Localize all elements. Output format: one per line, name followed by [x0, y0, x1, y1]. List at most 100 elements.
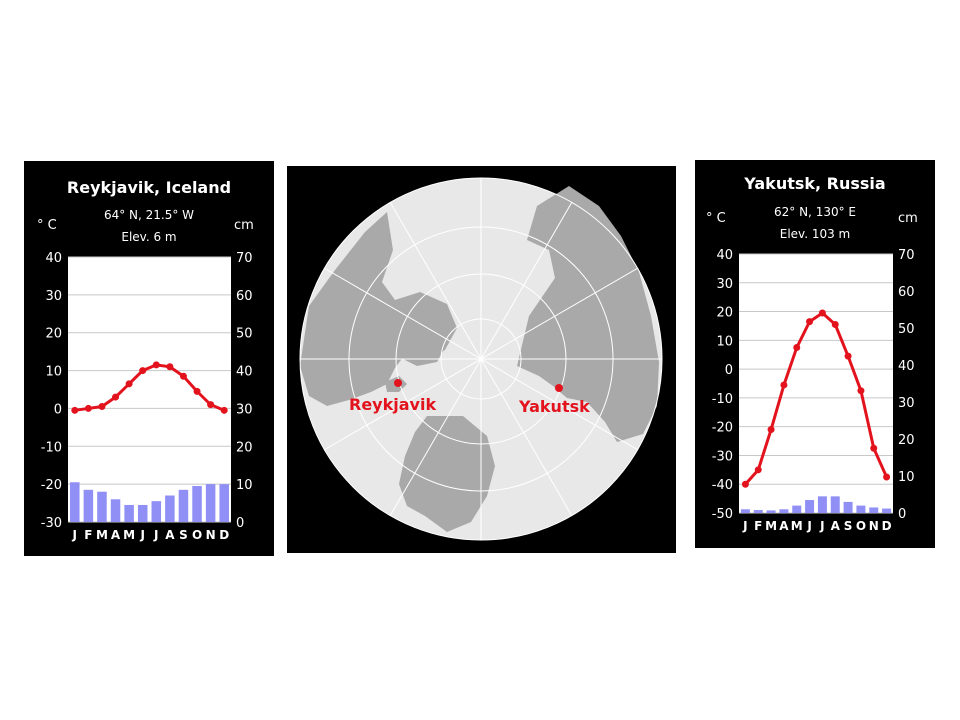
- chart-elevation: Elev. 6 m: [121, 230, 176, 244]
- reykjavik-climate-panel: Reykjavik, Iceland 64° N, 21.5° W Elev. …: [24, 161, 274, 556]
- precipitation-unit-label: cm: [234, 218, 254, 233]
- month-label: N: [869, 519, 879, 533]
- precipitation-bar: [792, 505, 802, 513]
- graticule: [299, 177, 663, 541]
- precipitation-bar: [151, 501, 162, 522]
- temperature-tick-label: -30: [41, 516, 62, 531]
- yakutsk-map-label: Yakutsk: [518, 397, 590, 416]
- month-label: S: [179, 528, 188, 542]
- temperature-point: [754, 466, 762, 474]
- temperature-point: [207, 401, 215, 409]
- month-label: M: [765, 519, 777, 533]
- temperature-point: [870, 444, 878, 452]
- precipitation-bar: [869, 507, 879, 513]
- chart-coordinates: 62° N, 130° E: [774, 205, 856, 219]
- temperature-tick-label: -20: [712, 421, 733, 436]
- temperature-point: [179, 372, 187, 380]
- precipitation-bar: [830, 496, 840, 513]
- month-label: A: [779, 519, 789, 533]
- precipitation-bar: [219, 484, 229, 522]
- temperature-point: [883, 473, 891, 481]
- plot-area: [68, 257, 231, 522]
- month-label: J: [153, 528, 158, 542]
- polar-map-panel: Reykjavik Yakutsk: [287, 166, 676, 553]
- month-label: F: [754, 519, 762, 533]
- temperature-tick-label: 20: [716, 306, 733, 321]
- precipitation-bar: [83, 489, 94, 522]
- precipitation-tick-label: 30: [898, 396, 915, 411]
- precipitation-bar: [882, 508, 892, 513]
- month-label: S: [844, 519, 853, 533]
- temperature-point: [112, 393, 120, 401]
- yakutsk-climate-panel: Yakutsk, Russia 62° N, 130° E Elev. 103 …: [695, 160, 935, 548]
- precipitation-tick-label: 70: [898, 248, 915, 263]
- temperature-tick-label: 40: [45, 251, 62, 266]
- precipitation-bar: [137, 504, 148, 522]
- plot-area: [739, 254, 893, 513]
- precipitation-bar: [97, 491, 107, 522]
- temperature-tick-label: 10: [45, 365, 62, 380]
- temperature-point: [98, 403, 106, 411]
- precipitation-bar: [205, 484, 216, 522]
- precipitation-tick-label: 20: [898, 433, 915, 448]
- polar-map: Reykjavik Yakutsk: [299, 177, 663, 541]
- month-label: M: [123, 528, 135, 542]
- yakutsk-climograph: Yakutsk, Russia 62° N, 130° E Elev. 103 …: [706, 174, 918, 533]
- precipitation-tick-label: 10: [898, 470, 915, 485]
- temperature-tick-label: 20: [45, 327, 62, 342]
- precipitation-bar: [856, 505, 866, 513]
- reykjavik-map-label: Reykjavik: [349, 395, 436, 414]
- month-label: O: [856, 519, 866, 533]
- precipitation-tick-label: 40: [236, 365, 253, 380]
- precipitation-bar: [740, 509, 750, 513]
- month-label: D: [219, 528, 229, 542]
- precipitation-bar: [70, 482, 80, 522]
- temperature-tick-label: 40: [716, 248, 733, 263]
- month-label: N: [206, 528, 216, 542]
- temperature-point: [844, 352, 852, 360]
- precipitation-tick-label: 60: [898, 285, 915, 300]
- temperature-point: [806, 318, 814, 326]
- temperature-point: [139, 367, 147, 375]
- precipitation-tick-label: 40: [898, 359, 915, 374]
- month-label: J: [139, 528, 144, 542]
- month-label: D: [882, 519, 892, 533]
- month-label: A: [165, 528, 175, 542]
- temperature-unit-label: ° C: [37, 218, 57, 233]
- temperature-point: [166, 363, 174, 371]
- precipitation-bar: [192, 486, 202, 522]
- temperature-tick-label: -50: [712, 507, 733, 522]
- month-label: J: [806, 519, 811, 533]
- temperature-point: [193, 387, 201, 395]
- month-label: O: [192, 528, 202, 542]
- temperature-tick-label: 0: [54, 402, 62, 417]
- temperature-tick-label: 30: [45, 289, 62, 304]
- precipitation-unit-label: cm: [898, 211, 918, 226]
- temperature-tick-label: 10: [716, 334, 733, 349]
- precipitation-tick-label: 0: [898, 507, 906, 522]
- temperature-point: [152, 361, 160, 369]
- temperature-tick-label: -30: [712, 449, 733, 464]
- temperature-tick-label: -20: [41, 478, 62, 493]
- temperature-point: [84, 404, 92, 412]
- precipitation-bar: [817, 496, 827, 513]
- chart-elevation: Elev. 103 m: [780, 227, 851, 241]
- precipitation-bar: [110, 499, 121, 522]
- month-label: J: [819, 519, 824, 533]
- month-label: A: [831, 519, 841, 533]
- precipitation-bar: [766, 510, 776, 513]
- precipitation-tick-label: 70: [236, 251, 253, 266]
- temperature-point: [741, 480, 749, 488]
- precipitation-bar: [779, 509, 789, 513]
- precipitation-bar: [753, 510, 763, 513]
- precipitation-tick-label: 60: [236, 289, 253, 304]
- temperature-point: [793, 344, 801, 352]
- precipitation-bar: [843, 501, 853, 513]
- greenland-landmass: [399, 326, 447, 366]
- temperature-point: [125, 380, 133, 388]
- reykjavik-marker: [394, 379, 402, 387]
- precipitation-tick-label: 50: [898, 322, 915, 337]
- temperature-tick-label: -10: [41, 440, 62, 455]
- precipitation-bar: [178, 489, 189, 522]
- precipitation-tick-label: 0: [236, 516, 244, 531]
